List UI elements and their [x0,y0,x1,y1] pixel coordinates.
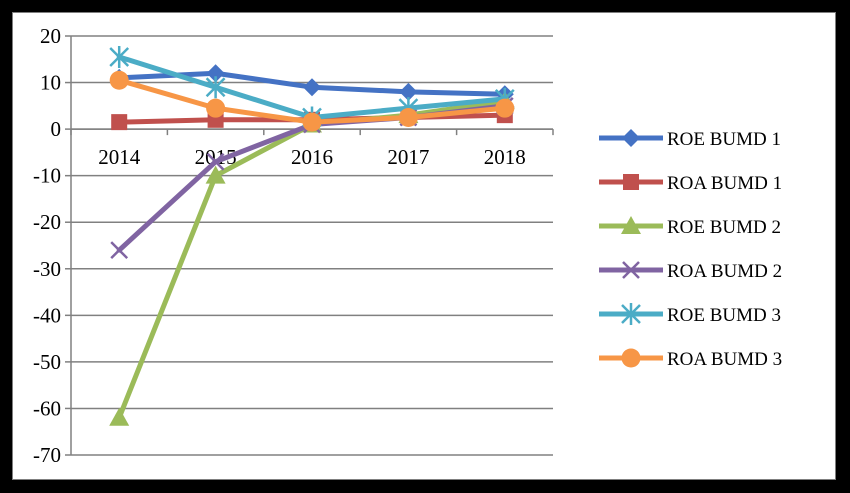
y-tick-label: 10 [40,71,61,95]
legend-label-roa-bumd-3: ROA BUMD 3 [667,349,782,370]
data-point-roe-bumd-1 [303,78,321,97]
legend-marker-roe-bumd-2 [621,216,641,234]
y-tick-label: 0 [51,117,62,141]
data-point-roa-bumd-3 [302,112,322,132]
legend-label-roe-bumd-1: ROE BUMD 1 [667,129,781,150]
legend-marker-roa-bumd-2 [622,261,640,279]
data-point-roa-bumd-3 [495,98,515,118]
legend-label-roe-bumd-3: ROE BUMD 3 [667,305,781,326]
data-point-roa-bumd-2 [110,241,129,260]
legend-marker-roe-bumd-1 [622,129,640,147]
chart-frame: 20 10 0 -10 -20 -30 -40 -50 -60 -70 2014 2015 2016 20… [12,12,836,480]
data-point-roa-bumd-3 [398,107,418,127]
data-point-roa-bumd-3 [206,98,226,118]
y-tick-label: -20 [33,210,61,234]
y-tick-label: -70 [33,443,61,467]
data-point-roe-bumd-3 [109,45,130,68]
data-point-roe-bumd-1 [399,82,418,101]
x-tick-label: 2014 [98,145,141,169]
x-tick-label: 2017 [387,145,429,169]
y-tick-label: -30 [33,257,61,281]
data-point-roa-bumd-2 [206,152,225,171]
x-tick-label: 2018 [484,145,526,169]
data-point-roe-bumd-2 [109,407,130,426]
legend-marker-roa-bumd-1 [623,174,639,190]
legend-label-roa-bumd-2: ROA BUMD 2 [667,261,782,282]
data-point-roe-bumd-2 [205,165,226,184]
data-point-roa-bumd-3 [109,70,129,90]
data-point-roa-bumd-1 [111,114,128,131]
legend-label-roa-bumd-1: ROA BUMD 1 [667,173,782,194]
y-tick-label: -60 [33,396,61,420]
legend-marker-roa-bumd-3 [621,348,641,368]
y-tick-label: 20 [40,24,61,48]
data-point-roe-bumd-1 [206,64,225,83]
data-point-roe-bumd-3 [205,76,226,99]
legend-label-roe-bumd-2: ROE BUMD 2 [667,217,781,238]
y-tick-label: -10 [33,164,61,188]
y-tick-label: -40 [33,303,61,327]
legend-marker-roe-bumd-3 [621,303,641,325]
y-tick-label: -50 [33,350,61,374]
x-tick-label: 2016 [291,145,333,169]
